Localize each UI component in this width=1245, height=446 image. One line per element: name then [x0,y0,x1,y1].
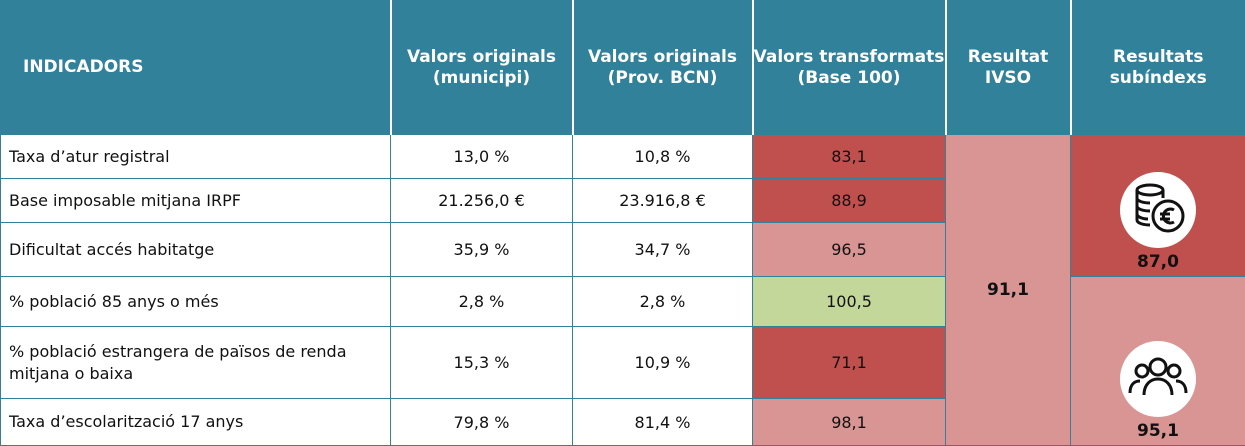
column-header: Resultats subíndexs [1071,1,1245,135]
indicator: Taxa d’escolarització 17 anys [1,399,391,446]
indicator: Base imposable mitjana IRPF [1,179,391,223]
ivso-result: 91,1 [946,135,1071,446]
value-transformed: 96,5 [753,223,946,277]
coins-icon [1118,170,1198,250]
value-transformed: 100,5 [753,277,946,327]
value-prov: 10,8 % [573,135,753,179]
column-header: INDICADORS [1,1,391,135]
value-municipi: 21.256,0 € [391,179,573,223]
value-transformed: 88,9 [753,179,946,223]
column-header: Valors originals (municipi) [391,1,573,135]
value-prov: 2,8 % [573,277,753,327]
subindex-result: 95,1 [1071,277,1245,446]
value-transformed: 71,1 [753,327,946,399]
value-municipi: 35,9 % [391,223,573,277]
value-municipi: 13,0 % [391,135,573,179]
column-header: Resultat IVSO [946,1,1071,135]
value-prov: 34,7 % [573,223,753,277]
subindex-result: 87,0 [1071,135,1245,277]
indicator: Taxa d’atur registral [1,135,391,179]
column-header: Valors transformats (Base 100) [753,1,946,135]
column-header: Valors originals (Prov. BCN) [573,1,753,135]
value-municipi: 2,8 % [391,277,573,327]
indicator: Dificultat accés habitatge [1,223,391,277]
value-transformed: 98,1 [753,399,946,446]
value-transformed: 83,1 [753,135,946,179]
indicator: % població 85 anys o més [1,277,391,327]
subindex-value: 95,1 [1071,421,1245,441]
subindex-value: 87,0 [1071,252,1245,272]
indicator: % població estrangera de països de renda… [1,327,391,399]
value-prov: 23.916,8 € [573,179,753,223]
value-prov: 81,4 % [573,399,753,446]
value-municipi: 79,8 % [391,399,573,446]
people-icon [1118,339,1198,419]
value-prov: 10,9 % [573,327,753,399]
value-municipi: 15,3 % [391,327,573,399]
